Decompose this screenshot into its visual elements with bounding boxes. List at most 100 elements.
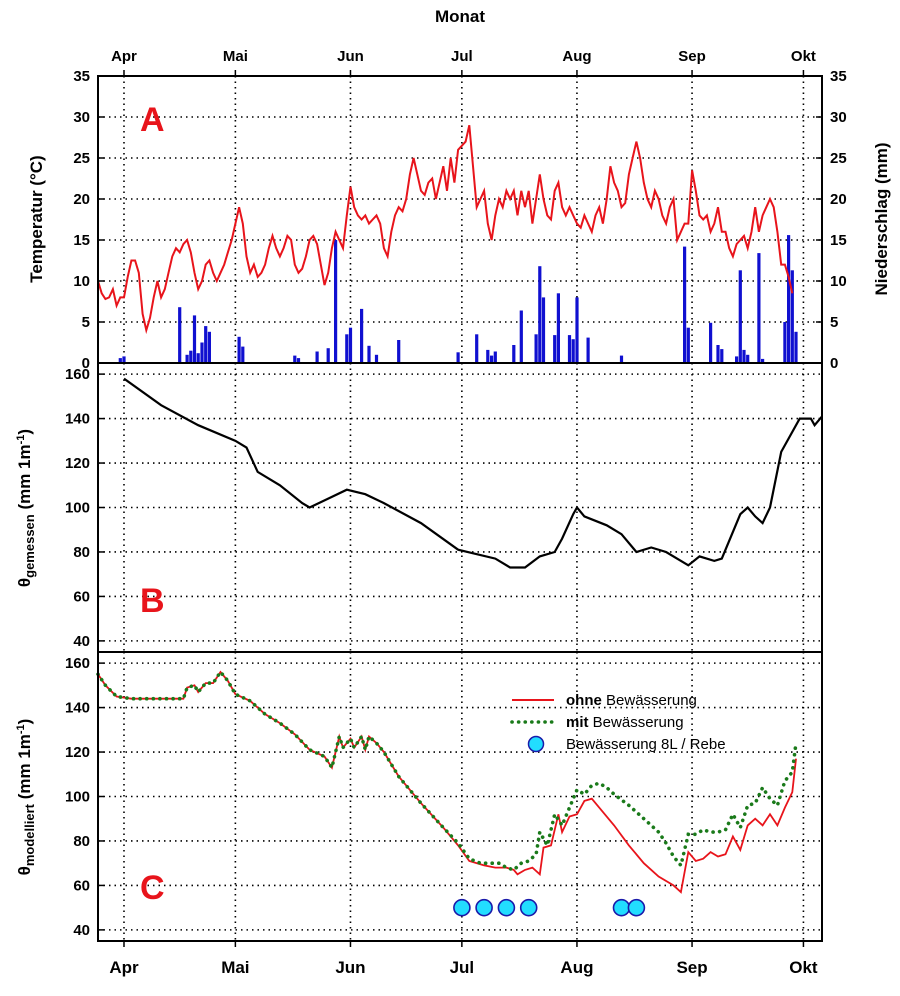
panel-letter-a: A	[140, 101, 165, 139]
irrigation-marker	[475, 898, 493, 917]
month-label-bottom: Okt	[789, 958, 818, 977]
month-label-bottom: Sep	[676, 958, 707, 977]
ytick-label-left: 20	[73, 191, 90, 208]
precipitation-bar	[586, 337, 590, 363]
month-label-bottom: Jun	[335, 958, 365, 977]
month-label-bottom: Mai	[221, 958, 249, 977]
month-label-top: Jun	[337, 48, 364, 65]
precipitation-bar	[397, 340, 401, 363]
precipitation-bar	[185, 354, 189, 363]
precipitation-bar	[118, 358, 122, 363]
precipitation-bar	[790, 270, 794, 363]
ytick-label-left: 40	[73, 922, 90, 939]
ytick-label-left: 160	[65, 366, 90, 383]
precipitation-bar	[348, 327, 353, 363]
mit-bewaesserung-line	[96, 668, 798, 872]
ytick-label-right: 35	[830, 68, 847, 85]
ytick-label-left: 60	[73, 588, 90, 605]
precipitation-bar	[196, 353, 200, 363]
precipitation-bar	[746, 354, 750, 363]
ylabel-precipitation: Niederschlag (mm)	[872, 142, 891, 295]
ytick-label-left: 30	[73, 109, 90, 126]
month-label-top: Okt	[791, 48, 816, 65]
ytick-label-right: 5	[830, 314, 838, 331]
measured-moisture-line	[123, 377, 823, 569]
month-label-top: Apr	[111, 48, 137, 65]
panel-a-grid	[98, 76, 822, 363]
month-label-bottom: Jul	[450, 958, 475, 977]
precipitation-bar	[178, 307, 182, 363]
irrigation-markers	[453, 898, 646, 917]
ytick-label-left: 120	[65, 744, 90, 761]
irrigation-marker	[612, 898, 631, 917]
precipitation-bar	[486, 349, 490, 363]
month-label-top: Mai	[223, 48, 248, 65]
panel-b-grid	[98, 363, 822, 652]
legend-label-irrigation: Bewässerung 8L / Rebe	[566, 736, 726, 753]
precipitation-bar	[512, 345, 516, 363]
ytick-label-left: 0	[82, 355, 90, 372]
irrigation-marker	[453, 898, 471, 917]
panel-a-ticks: 0 0 5 5 10 10 15 15 20 20 25 25 30 30 35 35	[73, 68, 846, 372]
precipitation-bar	[122, 356, 126, 363]
precipitation-bar	[556, 293, 560, 363]
precipitation-bar	[686, 327, 690, 363]
precipitation-bar	[738, 270, 742, 363]
panel-c-ticks: 40 60 80 100 120 140 160	[65, 655, 104, 939]
ylabel-theta-modelled: θmodelliert (mm 1m-1)	[15, 719, 37, 876]
month-label-top: Aug	[562, 48, 591, 65]
panel-c: 40 60 80 100 120 140 160 C ohne Bewässerung mi…	[65, 652, 822, 941]
temperature-line	[97, 124, 794, 335]
precipitation-bar	[619, 355, 624, 363]
panel-b-ticks: 40 60 80 100 120 140 160	[65, 366, 104, 650]
panel-b: 40 60 80 100 120 140 160 B	[65, 363, 823, 652]
ytick-label-right: 30	[830, 109, 847, 126]
ytick-label-left: 25	[73, 150, 90, 167]
ytick-label-left: 100	[65, 500, 90, 517]
ytick-label-left: 40	[73, 633, 90, 650]
precipitation-bar	[571, 339, 575, 363]
precipitation-bar	[794, 331, 798, 363]
precipitation-bar	[742, 349, 746, 363]
precipitation-bar	[757, 253, 761, 363]
precipitation-bar	[200, 342, 204, 363]
ytick-label-left: 160	[65, 655, 90, 672]
precipitation-bar	[192, 315, 197, 363]
month-labels: Apr Apr Mai Mai Jun Jun Jul Jul Aug Aug Sep Sep Okt O…	[109, 48, 818, 977]
irrigation-marker	[627, 898, 646, 917]
precipitation-bars	[118, 235, 798, 363]
precipitation-bar	[293, 355, 297, 363]
ytick-label-right: 20	[830, 191, 847, 208]
ytick-label-right: 25	[830, 150, 847, 167]
month-label-top: Sep	[678, 48, 706, 65]
month-label-bottom: Apr	[109, 958, 139, 977]
ytick-label-left: 140	[65, 411, 90, 428]
precipitation-bar	[567, 335, 572, 363]
ytick-label-left: 5	[82, 314, 90, 331]
precipitation-bar	[204, 326, 208, 363]
precipitation-bar	[541, 297, 546, 363]
precipitation-bar	[783, 322, 787, 363]
precipitation-bar	[315, 351, 319, 363]
legend-marker-irrigation	[527, 735, 545, 753]
precipitation-bar	[720, 349, 724, 363]
precipitation-bar	[367, 345, 371, 363]
panel-letter-b: B	[140, 582, 165, 620]
precipitation-bar	[360, 308, 364, 363]
ytick-label-right: 0	[830, 355, 838, 372]
precipitation-bar	[326, 348, 330, 363]
panel-c-grid	[98, 652, 822, 941]
ytick-label-left: 80	[73, 544, 90, 561]
precipitation-bar	[296, 358, 301, 363]
precipitation-bar	[575, 297, 579, 363]
ytick-label-left: 140	[65, 700, 90, 717]
precipitation-bar	[735, 356, 739, 363]
precipitation-bar	[683, 246, 687, 363]
irrigation-marker	[519, 898, 538, 917]
precipitation-bar	[189, 350, 193, 363]
precipitation-bar	[538, 266, 542, 363]
panel-a: 0 0 5 5 10 10 15 15 20 20 25 25 30 30 35 35 A	[73, 68, 846, 372]
panel-frame-a	[97, 75, 823, 364]
ytick-label-left: 35	[73, 68, 90, 85]
